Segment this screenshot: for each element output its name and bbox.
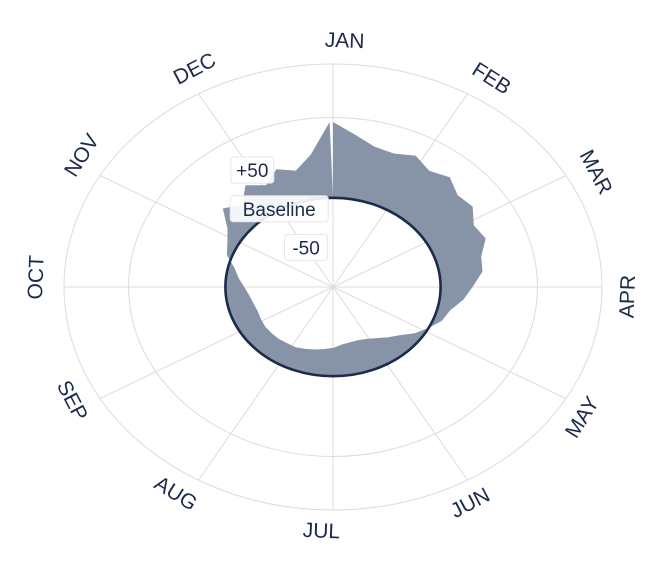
radial-tick-label-bg: [230, 156, 275, 184]
month-label: APR: [615, 275, 640, 319]
baseline-label-bg: [229, 195, 329, 223]
radial-tick-label: +50: [236, 161, 268, 182]
spoke-line: [198, 286, 334, 481]
radial-tick-label-bg: [284, 233, 329, 261]
month-label: DEC: [170, 49, 220, 90]
baseline-label: Baseline: [243, 200, 316, 221]
month-label: JUL: [302, 519, 340, 543]
month-label: JAN: [324, 29, 365, 54]
month-label: FEB: [468, 58, 515, 99]
spoke-line: [332, 286, 567, 399]
spoke-line: [332, 286, 468, 481]
baseline-layer: [224, 196, 442, 378]
month-label: MAR: [575, 146, 617, 198]
month-label: JUN: [447, 484, 494, 523]
series-area: [222, 122, 486, 377]
month-label: SEP: [52, 377, 92, 425]
month-label: AUG: [150, 472, 201, 516]
month-label: OCT: [24, 255, 49, 300]
spoke-line: [99, 175, 334, 288]
baseline-circle: [224, 196, 442, 378]
month-label: MAY: [561, 393, 604, 442]
spoke-line: [99, 286, 334, 399]
month-label: NOV: [60, 130, 104, 181]
radial-tick-label: -50: [292, 238, 319, 259]
data-layer: [222, 122, 486, 377]
